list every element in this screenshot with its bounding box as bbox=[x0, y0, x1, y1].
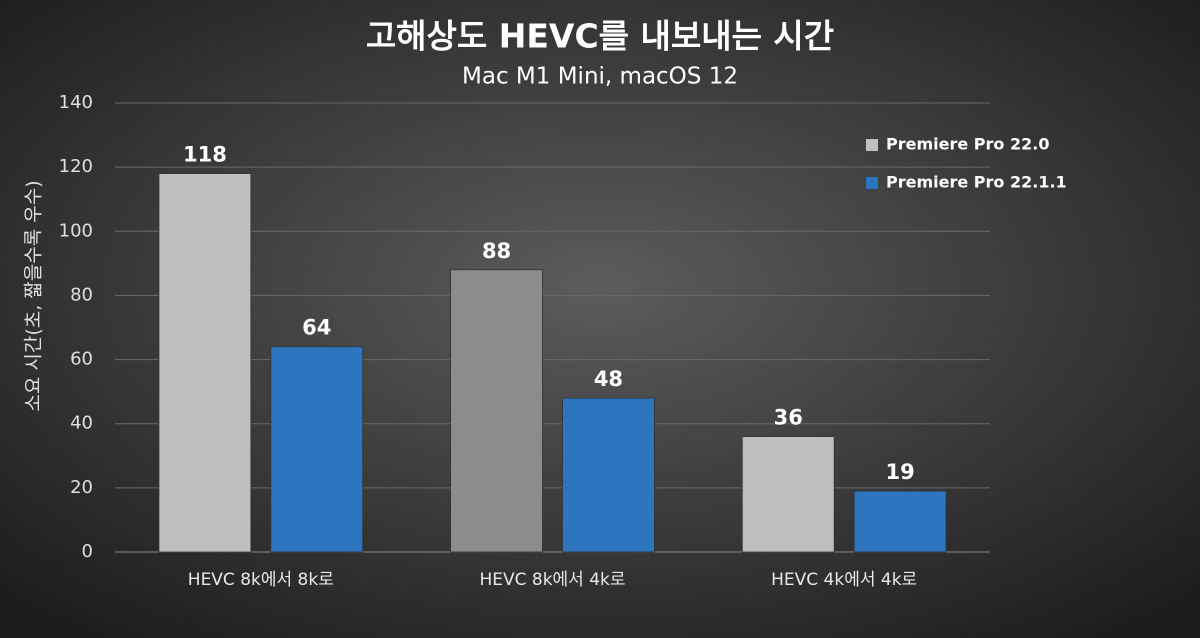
value-label: 48 bbox=[594, 367, 623, 391]
chart-subtitle: Mac M1 Mini, macOS 12 bbox=[462, 64, 738, 90]
bar bbox=[741, 436, 835, 553]
y-tick-label: 40 bbox=[70, 413, 93, 434]
y-tick-label: 80 bbox=[70, 284, 93, 305]
x-tick-label: HEVC 4k에서 4k로 bbox=[771, 570, 917, 590]
x-tick-label: HEVC 8k에서 4k로 bbox=[479, 570, 625, 590]
y-tick-label: 20 bbox=[70, 477, 93, 498]
bar bbox=[158, 173, 252, 553]
value-label: 118 bbox=[183, 143, 227, 167]
value-label: 88 bbox=[482, 239, 511, 263]
y-axis-label: 소요 시간(초, 짧을수록 우수) bbox=[23, 180, 45, 411]
y-tick-label: 60 bbox=[70, 349, 93, 370]
chart-title: 고해상도 HEVC를 내보내는 시간 bbox=[366, 17, 834, 56]
x-tick-label: HEVC 8k에서 8k로 bbox=[188, 570, 334, 590]
legend-label: Premiere Pro 22.1.1 bbox=[886, 173, 1067, 192]
legend-swatch bbox=[866, 177, 878, 189]
bar bbox=[853, 490, 947, 553]
bar bbox=[450, 269, 543, 553]
bar bbox=[562, 397, 655, 553]
value-label: 19 bbox=[885, 460, 914, 484]
y-tick-label: 140 bbox=[59, 92, 93, 113]
value-label: 64 bbox=[302, 316, 331, 340]
legend-swatch bbox=[866, 139, 878, 151]
bar bbox=[270, 346, 364, 553]
y-tick-label: 120 bbox=[59, 156, 93, 177]
y-tick-label: 0 bbox=[82, 541, 93, 562]
value-label: 36 bbox=[774, 406, 803, 430]
legend-label: Premiere Pro 22.0 bbox=[886, 135, 1049, 154]
y-tick-label: 100 bbox=[59, 220, 93, 241]
